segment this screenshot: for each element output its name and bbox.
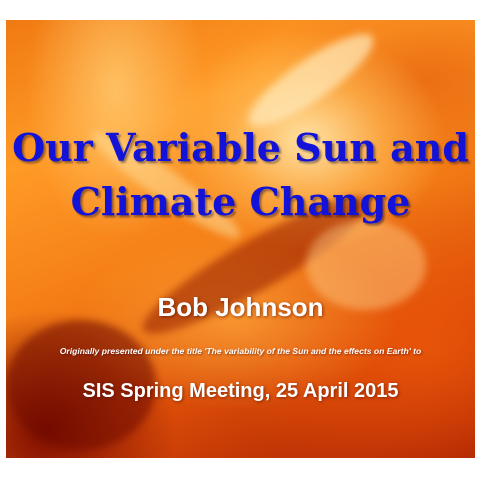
meeting-info: SIS Spring Meeting, 25 April 2015 (82, 380, 399, 402)
presentation-note: Originally presented under the title 'Th… (59, 346, 422, 356)
title-slide: Our Variable Sun and Climate Change Bob … (6, 20, 475, 458)
solar-glow (306, 220, 426, 310)
slide-title-line-1: Our Variable Sun and (12, 125, 469, 170)
solar-dark-region (6, 320, 156, 450)
solar-flare-highlight (238, 20, 384, 140)
slide-title-line-2: Climate Change (70, 179, 411, 224)
author-name: Bob Johnson (157, 292, 324, 322)
